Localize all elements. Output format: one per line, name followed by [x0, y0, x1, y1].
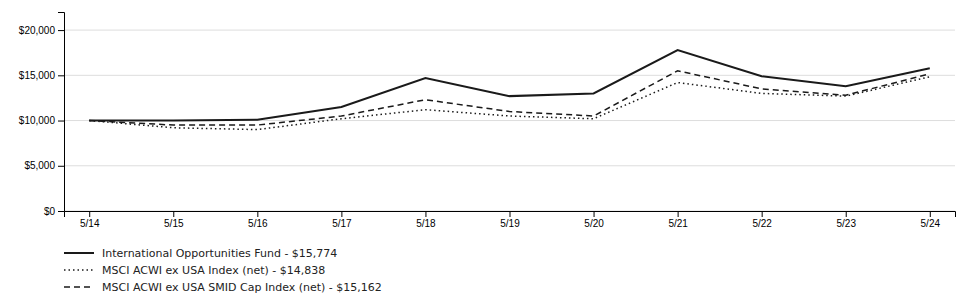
- legend-label: MSCI ACWI ex USA SMID Cap Index (net) - …: [102, 281, 382, 294]
- y-tick: $10,000: [19, 115, 64, 126]
- x-tick: 5/14: [80, 211, 100, 229]
- x-axis-line: [65, 212, 956, 218]
- x-tick-mark: [425, 211, 426, 217]
- y-tick-mark: [58, 30, 64, 31]
- legend-label: MSCI ACWI ex USA Index (net) - $14,838: [102, 264, 325, 277]
- y-tick-label: $15,000: [19, 70, 56, 81]
- x-tick-label: 5/14: [80, 218, 100, 229]
- y-tick-mark: [58, 121, 64, 122]
- y-tick-label: $5,000: [24, 160, 55, 171]
- x-tick-label: 5/22: [752, 218, 772, 229]
- x-tick-mark: [341, 211, 342, 217]
- x-tick: 5/23: [836, 211, 856, 229]
- x-tick-label: 5/23: [836, 218, 856, 229]
- x-tick-mark: [173, 211, 174, 217]
- x-tick: 5/19: [500, 211, 520, 229]
- x-tick: 5/17: [332, 211, 352, 229]
- x-tick: 5/18: [416, 211, 436, 229]
- y-tick-mark: [58, 75, 64, 76]
- x-tick: 5/16: [248, 211, 268, 229]
- x-tick-mark: [594, 211, 595, 217]
- lines: [89, 50, 930, 130]
- series-line: [89, 71, 930, 125]
- y-tick-label: $20,000: [19, 25, 56, 36]
- x-tick-label: 5/16: [248, 218, 268, 229]
- grid-line: [64, 75, 955, 76]
- y-axis: $0 $5,000 $10,000 $15,000 $20,000: [19, 13, 65, 217]
- y-tick-mark: [58, 166, 64, 167]
- x-tick-label: 5/19: [500, 218, 520, 229]
- series-line: [89, 77, 930, 130]
- x-axis: 5/14 5/15 5/16 5/17 5/18 5/19 5/20 5/21 5/22 5/23…: [65, 211, 956, 229]
- x-tick-label: 5/21: [668, 218, 688, 229]
- y-tick-mark: [58, 211, 64, 212]
- y-tick: $15,000: [19, 70, 64, 81]
- legend-swatch: [64, 286, 94, 288]
- x-tick-label: 5/20: [584, 218, 604, 229]
- x-tick-mark: [89, 211, 90, 217]
- x-tick: 5/22: [752, 211, 772, 229]
- x-tick-mark: [846, 211, 847, 217]
- y-axis-line: [58, 13, 65, 212]
- series-line: [89, 50, 930, 121]
- x-tick-label: 5/17: [332, 218, 352, 229]
- grid-line: [64, 165, 955, 166]
- x-tick-label: 5/18: [416, 218, 436, 229]
- x-tick-mark: [678, 211, 679, 217]
- x-tick: 5/21: [668, 211, 688, 229]
- legend-swatch: [64, 252, 94, 254]
- x-tick-mark: [762, 211, 763, 217]
- x-tick-mark: [930, 211, 931, 217]
- x-tick: 5/20: [584, 211, 604, 229]
- x-tick: 5/24: [921, 211, 941, 229]
- y-tick: $0: [44, 206, 64, 217]
- plot: $0$5,000$10,000$15,000$20,0005/145/155/1…: [19, 13, 956, 230]
- y-tick-label: $0: [44, 206, 56, 217]
- legend-label: International Opportunities Fund - $15,7…: [102, 247, 337, 260]
- x-tick: 5/15: [164, 211, 184, 229]
- x-tick-mark: [257, 211, 258, 217]
- x-tick-mark: [510, 211, 511, 217]
- legend-item: MSCI ACWI ex USA SMID Cap Index (net) - …: [64, 281, 382, 294]
- legend-swatch: [64, 269, 94, 271]
- y-tick: $5,000: [24, 160, 64, 171]
- x-tick-label: 5/15: [164, 218, 184, 229]
- legend-item: International Opportunities Fund - $15,7…: [64, 247, 337, 260]
- grid-line: [64, 30, 955, 31]
- y-tick: $20,000: [19, 25, 64, 36]
- y-tick-label: $10,000: [19, 115, 56, 126]
- x-tick-label: 5/24: [921, 218, 941, 229]
- chart: $0$5,000$10,000$15,000$20,0005/145/155/1…: [0, 0, 975, 304]
- legend-item: MSCI ACWI ex USA Index (net) - $14,838: [64, 264, 325, 277]
- grid: [64, 30, 955, 211]
- legend: International Opportunities Fund - $15,7…: [64, 247, 382, 294]
